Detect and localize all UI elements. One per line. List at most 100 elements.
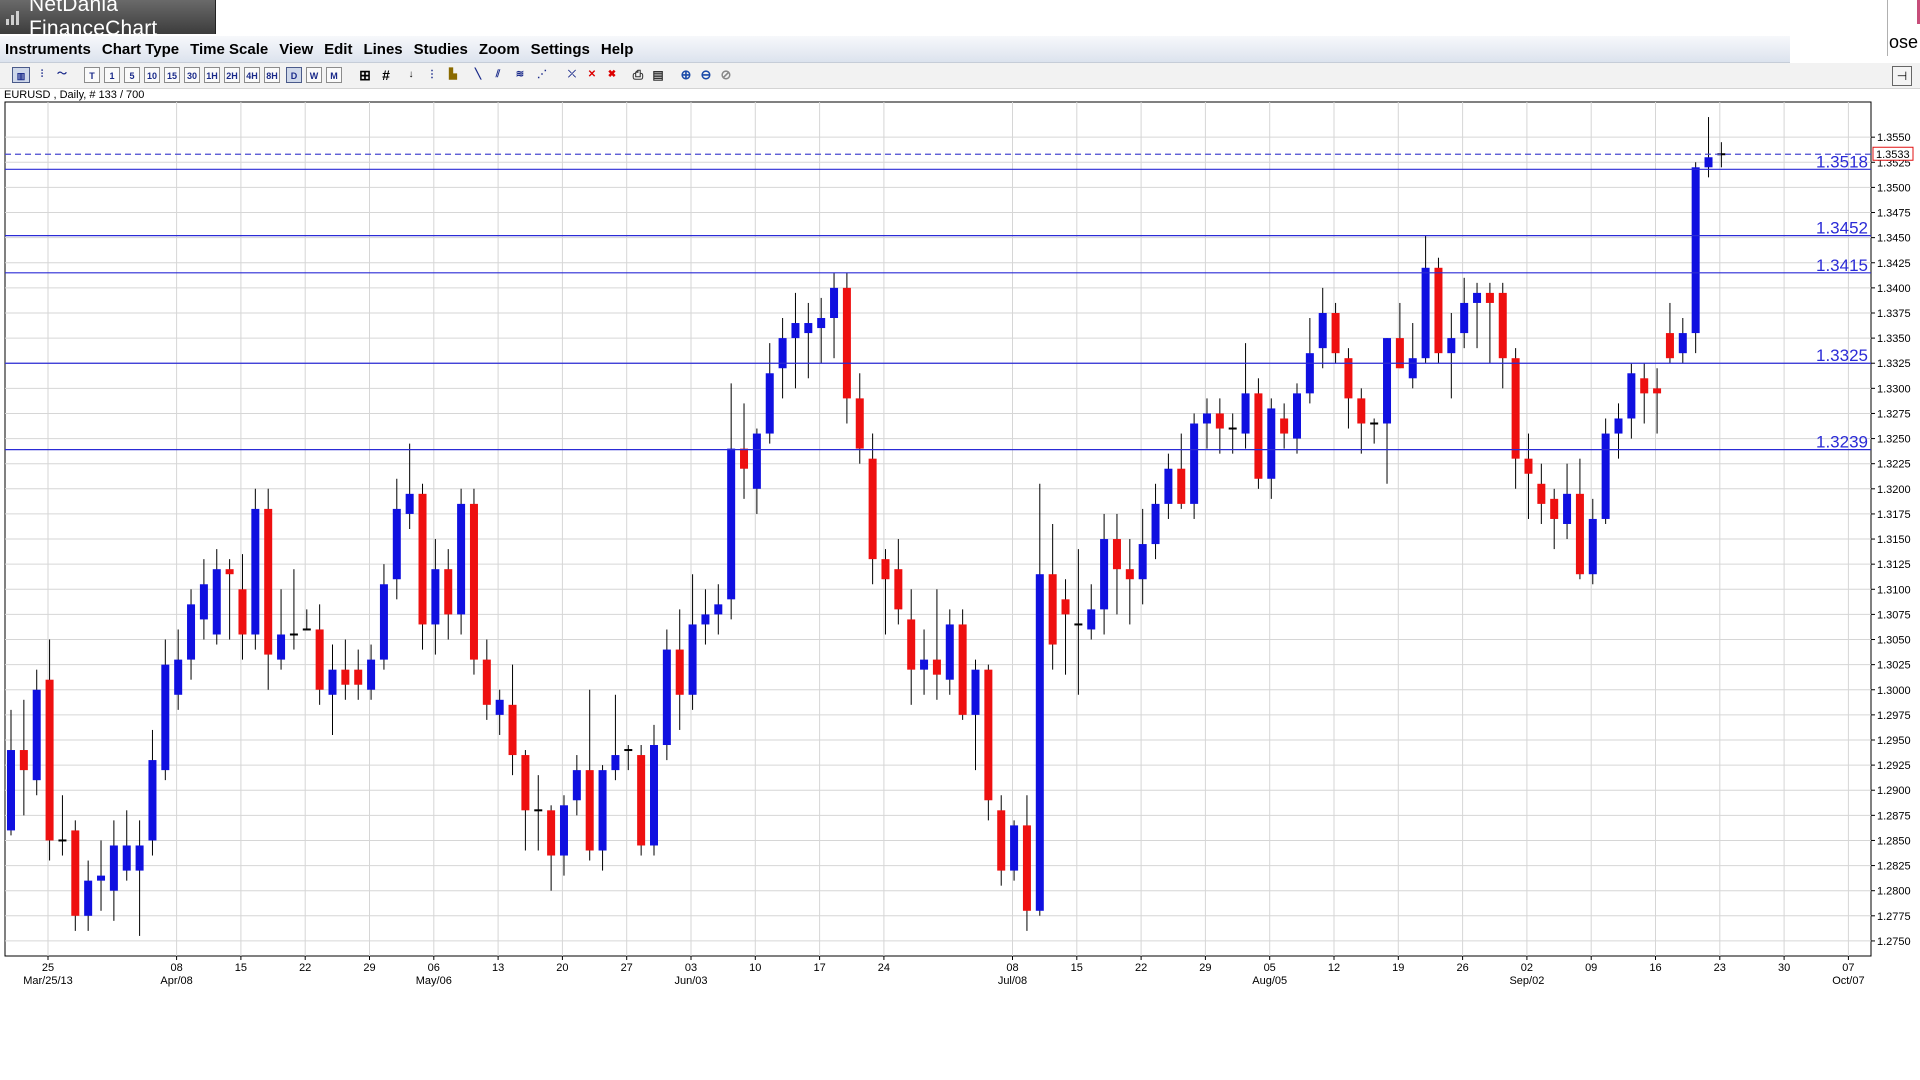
candle-body <box>752 433 761 489</box>
candle <box>315 604 324 705</box>
candle-body <box>1293 393 1301 439</box>
x-tick-label: 07 <box>1842 962 1854 974</box>
y-tick-label: 1.3050 <box>1877 635 1911 647</box>
bar-chart-icon[interactable]: ⫶ <box>40 69 44 80</box>
fibonacci-icon[interactable]: ≋ <box>515 69 525 80</box>
candle <box>469 488 478 675</box>
delete-line-icon[interactable]: ⤫ <box>568 69 576 80</box>
app-title-tab: NetDania FinanceChart <box>0 0 216 40</box>
candle <box>277 589 286 670</box>
candle-body <box>1550 498 1559 519</box>
candle <box>804 302 813 379</box>
timescale-tick[interactable]: T <box>84 67 100 83</box>
grid-icon[interactable]: # <box>382 67 390 83</box>
menu-edit[interactable]: Edit <box>324 40 353 58</box>
x-tick-label: 05 <box>1264 962 1276 974</box>
candle <box>765 343 774 444</box>
close-button[interactable]: ose <box>1887 0 1920 56</box>
candle <box>1395 302 1404 369</box>
timescale-8h[interactable]: 8H <box>264 67 280 83</box>
pin-icon[interactable]: ⊣ <box>1892 66 1912 86</box>
timescale-30min[interactable]: 30 <box>184 67 200 83</box>
candle-body <box>1447 338 1456 354</box>
candle <box>1421 235 1430 364</box>
fan-icon[interactable]: ⋰ <box>537 69 547 80</box>
timescale-1min[interactable]: 1 <box>104 67 120 83</box>
menu-instruments[interactable]: Instruments <box>5 40 91 58</box>
candle-body <box>379 584 388 660</box>
candle-body <box>174 659 183 695</box>
zoom-out-icon[interactable]: ⊖ <box>700 67 712 82</box>
print-icon[interactable]: ⎙ <box>632 67 644 82</box>
menu-settings[interactable]: Settings <box>530 40 590 58</box>
candle <box>1087 584 1096 640</box>
arrow-down-icon[interactable]: ↓ <box>408 69 414 80</box>
candle <box>1190 413 1199 519</box>
timescale-2h[interactable]: 2H <box>224 67 240 83</box>
menu-time-scale[interactable]: Time Scale <box>190 40 269 58</box>
zoom-in-icon[interactable]: ⊕ <box>680 67 692 82</box>
candle-body <box>1202 413 1211 424</box>
candle <box>354 649 363 700</box>
zoom-reset-icon[interactable]: ⊘ <box>720 67 732 82</box>
channel-icon[interactable]: ⫽ <box>495 69 501 80</box>
menu-chart-type[interactable]: Chart Type <box>101 40 180 58</box>
y-tick-label: 1.2950 <box>1877 735 1911 747</box>
scale-icon[interactable]: ⋮ <box>427 69 437 80</box>
candle-body <box>122 845 131 871</box>
timescale-5min[interactable]: 5 <box>124 67 140 83</box>
candlestick-chart-icon[interactable]: ▥ <box>12 67 30 83</box>
timescale-15min[interactable]: 15 <box>164 67 180 83</box>
candle <box>1112 513 1121 615</box>
candle-body <box>1563 493 1572 524</box>
candle <box>328 644 337 735</box>
timescale-daily[interactable]: D <box>286 67 302 83</box>
menu-zoom[interactable]: Zoom <box>478 40 520 58</box>
timescale-1h[interactable]: 1H <box>204 67 220 83</box>
x-tick-sublabel: Jun/03 <box>674 975 707 987</box>
candle-body <box>238 589 247 635</box>
x-tick-label: 15 <box>235 962 247 974</box>
y-tick-label: 1.2775 <box>1877 911 1911 923</box>
timescale-monthly[interactable]: M <box>326 67 342 83</box>
y-tick-label: 1.3225 <box>1877 459 1911 471</box>
candle-body <box>1575 493 1584 575</box>
candle-body <box>469 503 478 660</box>
crosshair-icon[interactable]: ⊞ <box>359 67 371 83</box>
trendline-icon[interactable]: ╲ <box>474 69 482 80</box>
candle-body <box>1164 468 1173 504</box>
candle-body <box>161 664 170 771</box>
delete-icon[interactable]: ✕ <box>587 69 597 80</box>
candle <box>984 664 993 821</box>
candle <box>920 629 929 695</box>
candle <box>778 318 787 399</box>
candle <box>1100 513 1109 635</box>
level-label: 1.3452 <box>1816 219 1868 238</box>
print-preview-icon[interactable]: ▤ <box>652 68 664 82</box>
timescale-weekly[interactable]: W <box>306 67 322 83</box>
delete-all-icon[interactable]: ✖ <box>607 69 617 80</box>
timescale-10min[interactable]: 10 <box>144 67 160 83</box>
y-tick-label: 1.3100 <box>1877 584 1911 596</box>
candle <box>1653 368 1662 434</box>
candle-body <box>482 659 491 705</box>
candle <box>45 639 54 861</box>
candle-body <box>1537 483 1546 504</box>
menu-help[interactable]: Help <box>600 40 634 58</box>
candle-body <box>688 624 697 695</box>
candle-body <box>675 649 684 695</box>
candle <box>1344 348 1353 429</box>
candle-body <box>1601 433 1610 519</box>
candle <box>1563 463 1572 540</box>
candle <box>842 272 851 424</box>
x-tick-label: 06 <box>428 962 440 974</box>
menu-view[interactable]: View <box>279 40 314 58</box>
timescale-4h[interactable]: 4H <box>244 67 260 83</box>
menu-lines[interactable]: Lines <box>363 40 403 58</box>
menu-studies[interactable]: Studies <box>413 40 468 58</box>
volume-icon[interactable]: ▙ <box>449 69 457 80</box>
candle <box>392 478 401 600</box>
current-price-box <box>1872 146 1914 161</box>
line-chart-icon[interactable]: 〜 <box>57 69 67 80</box>
